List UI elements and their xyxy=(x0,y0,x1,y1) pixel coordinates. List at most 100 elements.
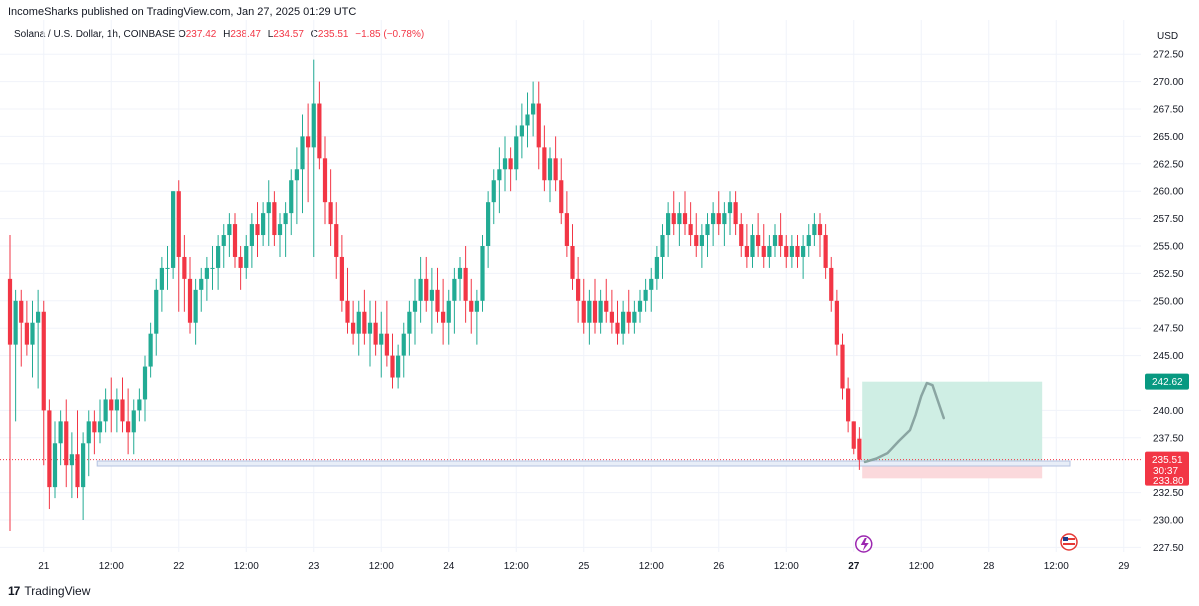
candle-body xyxy=(626,311,631,323)
candle-body xyxy=(469,300,474,312)
candle-body xyxy=(424,278,429,301)
projected-path xyxy=(863,381,945,464)
candle-body xyxy=(13,300,18,345)
candle-body xyxy=(418,278,423,301)
tradingview-footer[interactable]: 17 TradingView xyxy=(8,584,90,598)
candle-body xyxy=(772,235,778,246)
price-tick-label: 252.50 xyxy=(1153,269,1184,280)
candle-body xyxy=(373,322,378,345)
candle-body xyxy=(525,114,530,126)
close-value: 235.51 xyxy=(317,29,349,40)
candle-body xyxy=(688,224,693,236)
candle-body xyxy=(452,278,457,301)
ohlc-legend: Solana / U.S. Dollar, 1h, COINBASE O237.… xyxy=(14,29,424,40)
time-tick-label: 21 xyxy=(38,561,50,572)
candle-body xyxy=(480,246,485,301)
lightning-bolt-icon xyxy=(860,538,869,551)
candle-body xyxy=(435,289,440,312)
candle-body xyxy=(649,278,654,290)
candle-body xyxy=(109,399,114,411)
stop-price-text: 233.80 xyxy=(1153,476,1184,487)
time-tick-label: 12:00 xyxy=(234,561,259,572)
price-axis: USD 272.50 270.00 267.50 265.00 262.50 260.00 2… xyxy=(1145,31,1189,554)
candle-body xyxy=(632,311,637,323)
publish-note: IncomeSharks published on TradingView.co… xyxy=(8,6,357,18)
candle-body xyxy=(778,235,783,246)
candle-body xyxy=(682,213,688,225)
candle-body xyxy=(244,246,249,268)
candle-body xyxy=(384,333,389,356)
candle-body xyxy=(851,421,856,449)
candle-body xyxy=(351,322,356,334)
candle-body xyxy=(249,224,254,246)
close-key: C xyxy=(310,29,318,40)
flag-stripe-icon xyxy=(1063,538,1075,540)
time-tick-label: 12:00 xyxy=(99,561,124,572)
candle-body xyxy=(547,158,553,181)
time-tick-label: 24 xyxy=(443,561,455,572)
target-price-tag xyxy=(1145,373,1189,390)
candle-body xyxy=(564,213,569,246)
candle-body xyxy=(795,246,800,257)
tradingview-logo-icon: 17 xyxy=(8,584,20,598)
target-price-text: 242.62 xyxy=(1152,377,1183,388)
candle-body xyxy=(840,344,845,389)
price-tick-label: 230.00 xyxy=(1153,516,1184,527)
low-value: 234.57 xyxy=(273,29,304,40)
candle-body xyxy=(114,399,119,411)
candle-body xyxy=(216,246,221,268)
price-tick-label: 267.50 xyxy=(1153,105,1184,116)
candle-body xyxy=(621,311,626,334)
candle-body xyxy=(716,213,721,225)
time-tick-label: 12:00 xyxy=(369,561,394,572)
candle-body xyxy=(210,267,215,269)
candle-body xyxy=(733,202,738,225)
flag-stripe-icon xyxy=(1063,543,1075,545)
candle-body xyxy=(789,246,794,257)
price-tick-label: 255.00 xyxy=(1153,242,1184,253)
price-tick-label: 250.00 xyxy=(1153,296,1184,307)
time-tick-label: 12:00 xyxy=(909,561,934,572)
time-tick-label: 28 xyxy=(983,561,995,572)
candle-body xyxy=(41,311,46,411)
candle-body xyxy=(126,421,131,433)
candle-body xyxy=(142,366,148,400)
candle-body xyxy=(58,421,63,444)
candle-body xyxy=(300,136,305,170)
candle-body xyxy=(103,399,108,422)
currency-label: USD xyxy=(1157,31,1178,42)
candle-body xyxy=(491,180,496,203)
candle-body xyxy=(165,267,170,269)
symbol-label[interactable]: Solana / U.S. Dollar, 1h, COINBASE xyxy=(14,29,176,40)
candle-body xyxy=(7,278,13,345)
time-tick-label: 29 xyxy=(1118,561,1130,572)
candle-body xyxy=(497,169,502,181)
candle-body xyxy=(86,421,91,444)
candle-body xyxy=(829,267,834,301)
candle-body xyxy=(542,147,547,181)
candle-body xyxy=(812,224,817,236)
time-tick-label: 23 xyxy=(308,561,320,572)
candle-body xyxy=(294,169,299,181)
price-tick-label: 247.50 xyxy=(1153,324,1184,335)
candle-body xyxy=(81,443,86,488)
price-tick-label: 272.50 xyxy=(1153,50,1184,61)
candle-body xyxy=(131,410,136,433)
candle-body xyxy=(232,224,238,257)
candle-body xyxy=(576,278,581,301)
price-tick-label: 232.50 xyxy=(1153,488,1184,499)
candle-body xyxy=(514,136,519,170)
support-level-line xyxy=(96,460,1071,467)
candle-body xyxy=(187,278,193,323)
price-tick-label: 260.00 xyxy=(1153,187,1184,198)
candle-body xyxy=(120,399,125,422)
price-tick-label: 270.00 xyxy=(1153,77,1184,88)
candle-body xyxy=(36,311,41,323)
time-tick-label: 27 xyxy=(848,561,860,572)
candle-body xyxy=(367,322,373,334)
candle-body xyxy=(604,300,609,312)
candle-body xyxy=(221,235,226,246)
candle-body xyxy=(502,158,508,170)
candle-body xyxy=(834,300,839,345)
